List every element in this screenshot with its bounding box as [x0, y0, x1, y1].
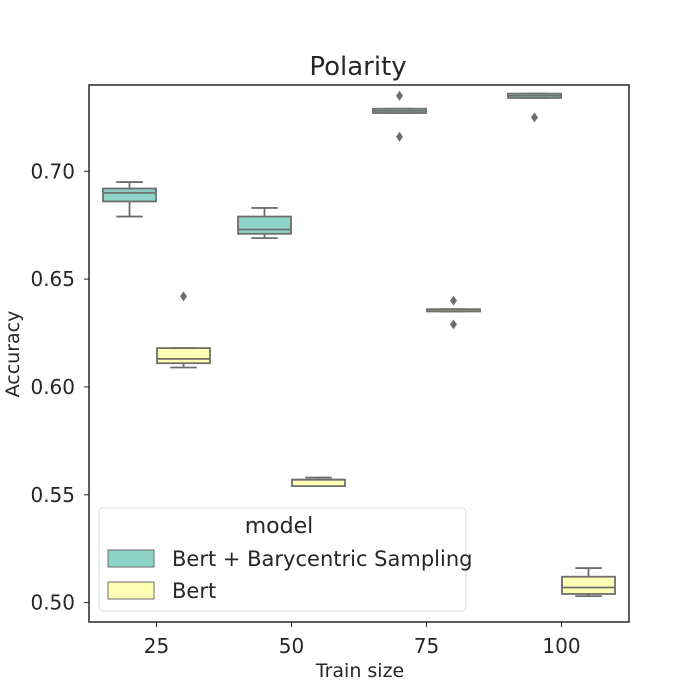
box-group [102, 181, 157, 218]
box-group [372, 90, 427, 142]
legend-title: model [245, 514, 314, 539]
box-group [156, 291, 211, 369]
legend: model Bert + Barycentric Sampling Bert [98, 507, 472, 612]
box-iqr [156, 347, 211, 365]
plot-frame [88, 84, 630, 623]
outlier-point [450, 295, 457, 306]
legend-swatch-bert [107, 581, 155, 600]
outlier-point [450, 319, 457, 330]
box-series [102, 90, 616, 598]
y-tick-label: 0.65 [30, 267, 75, 291]
y-tick-label: 0.70 [30, 159, 75, 183]
y-tick-label: 0.55 [30, 483, 75, 507]
chart-title: Polarity [309, 52, 406, 82]
box-group [507, 92, 562, 123]
outlier-point [396, 90, 403, 101]
box-iqr [102, 187, 157, 203]
legend-swatch-bert-barycentric [107, 549, 155, 568]
y-axis: 0.50 0.55 0.60 0.65 0.70 [30, 159, 89, 615]
outlier-point [531, 112, 538, 123]
x-tick-label: 50 [279, 634, 304, 658]
y-tick-label: 0.60 [30, 375, 75, 399]
y-axis-label: Accuracy [2, 311, 24, 398]
y-tick-label: 0.50 [30, 591, 75, 615]
box-group [561, 567, 616, 598]
legend-box [98, 507, 467, 612]
outlier-point [180, 291, 187, 302]
x-axis: 25 50 75 100 [144, 622, 581, 658]
x-tick-label: 25 [144, 634, 169, 658]
box-iqr [561, 575, 616, 595]
legend-label-bert-barycentric: Bert + Barycentric Sampling [172, 547, 472, 571]
x-tick-label: 100 [542, 634, 580, 658]
box-group [291, 476, 346, 488]
outlier-point [396, 131, 403, 142]
box-group [426, 295, 481, 330]
box-iqr [237, 215, 292, 235]
x-tick-label: 75 [414, 634, 439, 658]
x-axis-label: Train size [315, 660, 404, 682]
legend-label-bert: Bert [172, 579, 216, 603]
box-iqr [291, 478, 346, 488]
box-group [237, 207, 292, 240]
